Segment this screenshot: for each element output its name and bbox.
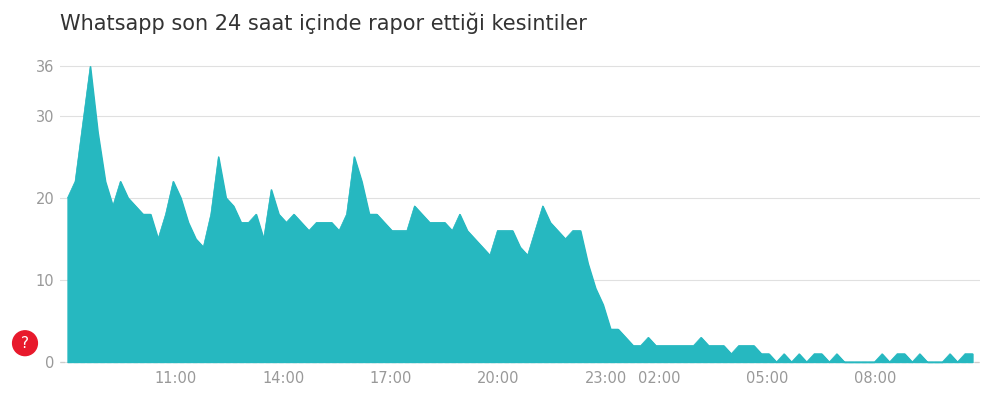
Text: Whatsapp son 24 saat içinde rapor ettiği kesintiler: Whatsapp son 24 saat içinde rapor ettiği… (60, 13, 587, 35)
Text: ?: ? (21, 336, 29, 351)
